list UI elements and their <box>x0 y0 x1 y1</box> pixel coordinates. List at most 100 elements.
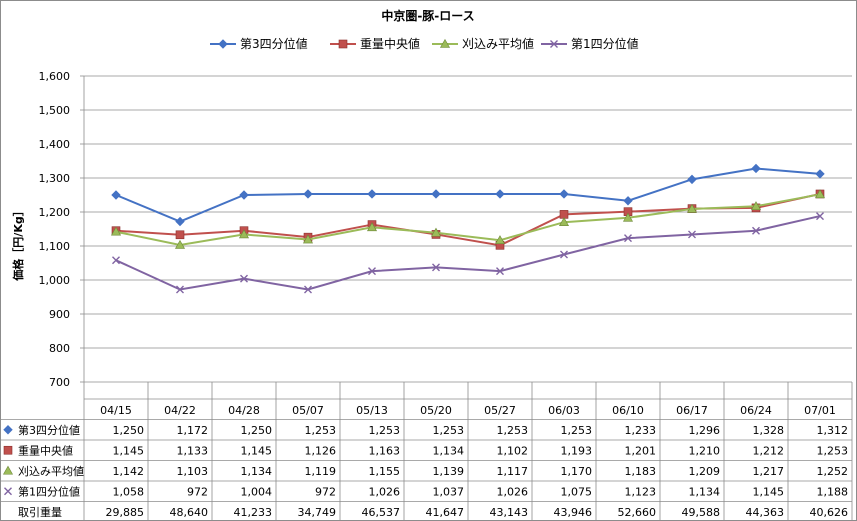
data-point <box>558 217 570 226</box>
table-cell: 1,026 <box>369 485 401 498</box>
table-row-label: 刈込み平均値 <box>18 465 84 478</box>
x-tick-label: 05/27 <box>484 404 516 417</box>
data-point <box>238 229 250 239</box>
table-cell: 1,134 <box>241 465 273 478</box>
table-row-label: 重量中央値 <box>18 443 73 457</box>
data-point <box>430 227 442 237</box>
table-row-label: 第1四分位値 <box>18 484 80 498</box>
series-line <box>115 193 821 246</box>
y-tick-label: 1,400 <box>39 138 71 151</box>
y-tick-label: 900 <box>49 308 70 321</box>
table-cell: 1,250 <box>113 424 145 437</box>
x-tick-label: 04/22 <box>164 404 196 417</box>
data-point <box>175 216 185 227</box>
data-point <box>110 226 122 236</box>
legend-label: 第1四分位値 <box>571 36 639 51</box>
data-point <box>496 267 504 276</box>
table-row-marker <box>3 445 13 455</box>
data-point <box>176 285 184 294</box>
data-point <box>304 285 312 294</box>
data-point <box>302 234 314 244</box>
data-point <box>750 201 762 211</box>
series-layer <box>110 163 826 294</box>
table-cell: 1,075 <box>561 485 593 498</box>
data-point <box>752 226 760 235</box>
legend-item: 重量中央値 <box>330 36 420 51</box>
table-cell: 52,660 <box>618 506 657 519</box>
table-cell: 1,328 <box>753 424 785 437</box>
x-tick-label: 06/24 <box>740 404 772 417</box>
table-cell: 1,253 <box>369 424 401 437</box>
table-cell: 40,626 <box>810 506 849 519</box>
series-4 <box>112 212 824 294</box>
x-tick-label: 06/10 <box>612 404 644 417</box>
table-row-marker <box>2 465 14 475</box>
data-point <box>688 230 696 239</box>
legend: 第3四分位値 重量中央値 刈込み平均値 第1四分位値 <box>210 36 639 51</box>
data-point <box>111 190 121 200</box>
data-point <box>815 169 825 179</box>
table-cell: 1,133 <box>177 444 209 457</box>
data-point <box>432 263 440 272</box>
table-cell: 1,170 <box>561 465 593 478</box>
y-tick-label: 1,200 <box>39 206 71 219</box>
table-cell: 1,253 <box>433 424 465 437</box>
table-cell: 1,126 <box>305 444 337 457</box>
data-point <box>174 239 186 249</box>
series-line <box>115 167 821 223</box>
table-cell: 1,139 <box>433 465 465 478</box>
data-point <box>240 274 248 283</box>
data-point <box>239 190 249 200</box>
legend-item: 刈込み平均値 <box>432 36 534 51</box>
data-point <box>814 189 826 199</box>
y-tick-label: 700 <box>49 376 70 389</box>
series-line <box>115 215 821 291</box>
data-point <box>751 163 761 174</box>
gridlines <box>84 75 852 383</box>
data-point <box>624 234 632 243</box>
series-1 <box>111 163 825 227</box>
table-cell: 1,172 <box>177 424 209 437</box>
data-point <box>112 256 120 265</box>
table-cell: 1,193 <box>561 444 593 457</box>
table-cell: 1,117 <box>497 465 529 478</box>
data-point <box>366 222 378 232</box>
table-cell: 972 <box>315 485 336 498</box>
table-cell: 44,363 <box>746 506 785 519</box>
x-tick-label: 07/01 <box>804 404 836 417</box>
table-cell: 1,145 <box>753 485 785 498</box>
table-cell: 1,253 <box>817 444 849 457</box>
table-cell: 1,253 <box>561 424 593 437</box>
data-point <box>560 250 568 259</box>
table-cell: 43,946 <box>554 506 593 519</box>
y-tick-label: 1,300 <box>39 172 71 185</box>
data-point <box>367 189 377 199</box>
table-cell: 1,217 <box>753 465 785 478</box>
x-tick-label: 04/28 <box>228 404 260 417</box>
x-tick-label: 05/13 <box>356 404 388 417</box>
y-tick-label: 1,600 <box>39 70 71 83</box>
data-point <box>175 230 185 240</box>
table-cell: 1,119 <box>305 465 337 478</box>
legend-label: 重量中央値 <box>360 36 420 51</box>
legend-label: 第3四分位値 <box>240 36 308 51</box>
table-cell: 1,145 <box>113 444 145 457</box>
table-cell: 1,155 <box>369 465 401 478</box>
chart-title: 中京圏-豚-ロース <box>381 8 474 23</box>
data-table: 04/15 04/22 04/28 05/07 05/13 05/20 05/27 06/03… <box>0 382 853 521</box>
table-cell: 1,123 <box>625 485 657 498</box>
table-cell: 1,252 <box>817 465 849 478</box>
table-cell: 1,142 <box>113 465 145 478</box>
table-cell: 1,004 <box>241 485 273 498</box>
x-tick-label: 06/17 <box>676 404 708 417</box>
table-row-label: 第3四分位値 <box>18 423 80 437</box>
legend-label: 刈込み平均値 <box>462 36 534 51</box>
table-cell: 1,253 <box>497 424 529 437</box>
data-point <box>687 174 697 185</box>
table-cell: 972 <box>187 485 208 498</box>
table-cell: 1,210 <box>689 444 721 457</box>
data-point <box>686 203 698 213</box>
